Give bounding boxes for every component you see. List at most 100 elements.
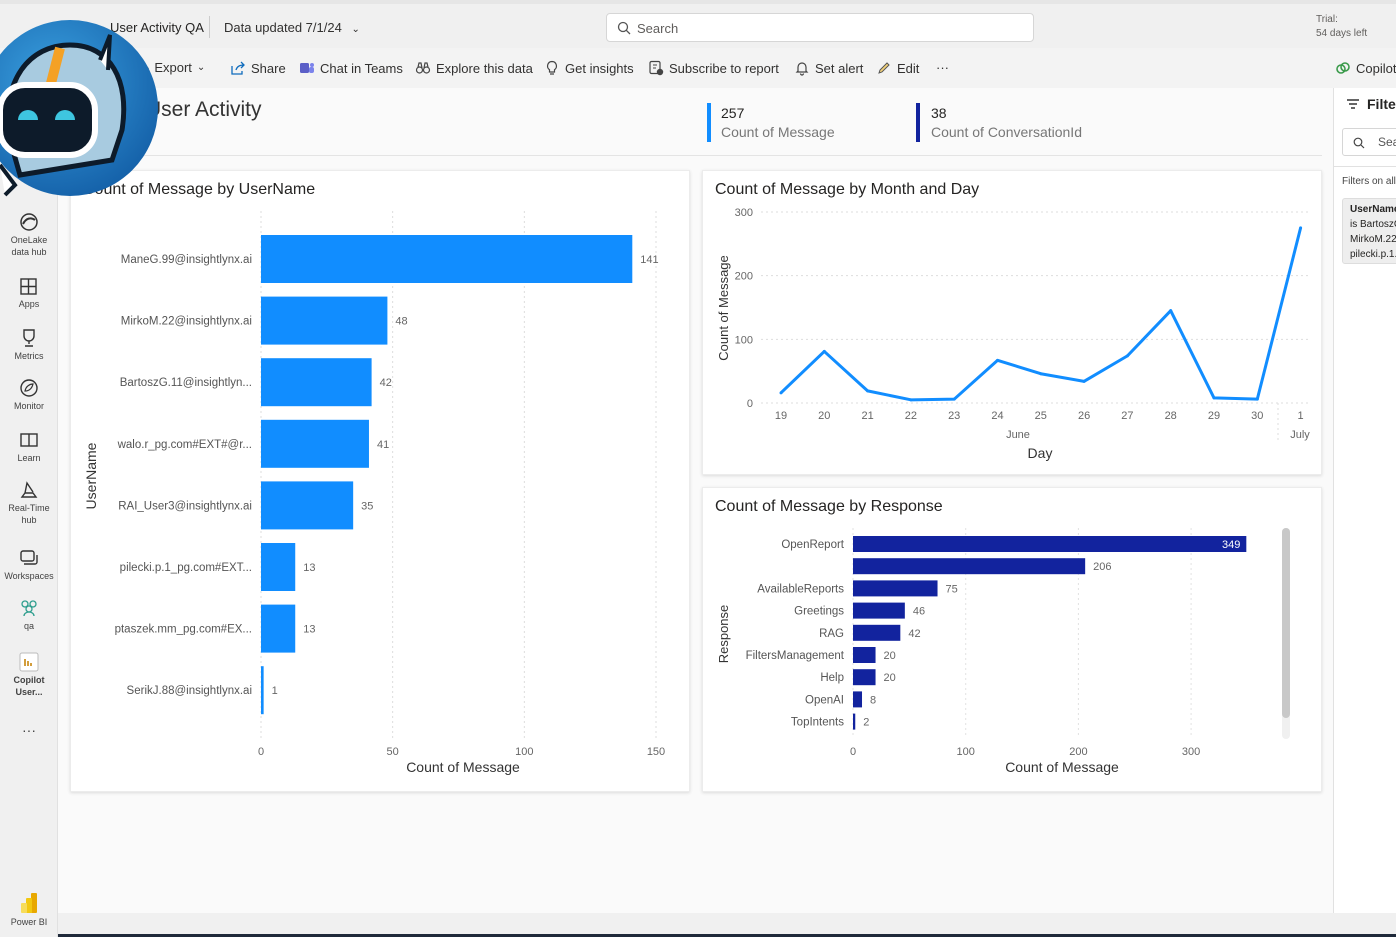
edit-button[interactable]: Edit bbox=[876, 60, 919, 76]
bar bbox=[853, 558, 1086, 575]
nav-label: Learn bbox=[17, 453, 41, 463]
data-label: 41 bbox=[377, 439, 389, 451]
share-icon bbox=[231, 61, 245, 75]
y-category-label: OpenReport bbox=[781, 539, 844, 551]
data-label: 42 bbox=[380, 377, 392, 389]
search-input[interactable]: Search bbox=[606, 13, 1034, 42]
chart-card-by-response[interactable]: Count of Message by Response 0 100 200 300 O… bbox=[702, 487, 1322, 792]
data-point bbox=[952, 397, 956, 401]
nav-onelake-data-hub[interactable]: OneLake data hub bbox=[0, 212, 58, 258]
chart-title: Count of Message by Month and Day bbox=[715, 181, 980, 198]
bar bbox=[853, 713, 856, 730]
nav-more-button[interactable]: ··· bbox=[0, 723, 58, 737]
nav-label: data hub bbox=[11, 247, 47, 257]
bar bbox=[853, 647, 876, 663]
chart-scrollbar-thumb[interactable] bbox=[1282, 528, 1290, 718]
nav-label: qa bbox=[23, 621, 34, 631]
filter-value: pilecki.p.1... bbox=[1350, 249, 1396, 260]
filters-section-label: Filters on all pages bbox=[1342, 176, 1396, 187]
data-updated-dropdown[interactable]: Data updated 7/1/24 ⌄ bbox=[224, 20, 360, 35]
book-icon bbox=[20, 433, 38, 447]
more-options-button[interactable]: ··· bbox=[936, 60, 949, 75]
data-point bbox=[909, 398, 913, 402]
bar bbox=[853, 691, 863, 708]
chart-scrollbar-track[interactable] bbox=[1282, 528, 1290, 739]
search-icon bbox=[1353, 137, 1365, 149]
x-tick-label: 27 bbox=[1121, 410, 1133, 422]
bar bbox=[853, 602, 905, 619]
edit-label: Edit bbox=[897, 60, 920, 76]
nav-qa-workspace[interactable]: qa bbox=[0, 598, 58, 632]
filter-card-username[interactable]: UserName is BartoszG.11... MirkoM.22... … bbox=[1342, 198, 1396, 264]
x-tick-label: 29 bbox=[1208, 410, 1220, 422]
chart-card-by-username[interactable]: Count of Message by UserName 0 50 100 150 Ma… bbox=[70, 170, 690, 792]
share-button[interactable]: Share bbox=[230, 60, 286, 76]
chart-card-by-day[interactable]: Count of Message by Month and Day 0 100 20… bbox=[702, 170, 1322, 475]
y-category-label: AvailableReports bbox=[757, 583, 844, 595]
insights-label: Get insights bbox=[565, 60, 634, 76]
nav-label: User... bbox=[15, 687, 43, 697]
nav-apps[interactable]: Apps bbox=[0, 276, 58, 310]
filter-value: is BartoszG.11... bbox=[1350, 219, 1396, 230]
chevron-down-icon: ⌄ bbox=[196, 62, 206, 73]
data-label: 13 bbox=[303, 562, 315, 574]
onelake-icon bbox=[20, 213, 38, 231]
y-category-label: Greetings bbox=[794, 606, 844, 618]
x-tick-label: 30 bbox=[1251, 410, 1263, 422]
x-tick-label: 28 bbox=[1165, 410, 1177, 422]
nav-learn[interactable]: Learn bbox=[0, 430, 58, 464]
bar bbox=[261, 604, 296, 653]
x-tick-label: 1 bbox=[1298, 410, 1304, 422]
y-axis-title: UserName bbox=[83, 442, 99, 509]
workspaces-icon bbox=[20, 550, 38, 565]
explore-data-button[interactable]: Explore this data bbox=[415, 60, 533, 76]
nav-metrics[interactable]: Metrics bbox=[0, 328, 58, 362]
data-point bbox=[1169, 309, 1173, 313]
copilot-label: Copilot bbox=[1356, 60, 1396, 76]
bar bbox=[261, 358, 372, 407]
chat-in-teams-label: Chat in Teams bbox=[320, 60, 403, 76]
nav-copilot-user-report[interactable]: Copilot User... bbox=[0, 652, 58, 698]
y-category-label: SerikJ.88@insightlynx.ai bbox=[127, 685, 252, 697]
bar bbox=[261, 543, 296, 591]
get-insights-button[interactable]: Get insights bbox=[544, 60, 634, 76]
nav-workspaces[interactable]: Workspaces bbox=[0, 548, 58, 582]
powerbi-home[interactable]: Power BI bbox=[0, 892, 58, 928]
filters-search-input[interactable]: Search bbox=[1342, 128, 1396, 156]
filters-search-placeholder: Search bbox=[1378, 135, 1396, 149]
subscribe-label: Subscribe to report bbox=[669, 60, 779, 76]
chat-in-teams-button[interactable]: Chat in Teams bbox=[299, 60, 403, 76]
nav-real-time-hub[interactable]: Real-Time hub bbox=[0, 480, 58, 526]
kpi-accent-bar bbox=[707, 103, 711, 142]
copilot-button[interactable]: Copilot bbox=[1335, 60, 1396, 76]
action-toolbar bbox=[0, 48, 1396, 88]
copilot-icon bbox=[1336, 62, 1350, 74]
presenter-avatar-logo bbox=[0, 20, 158, 197]
divider bbox=[209, 16, 210, 38]
month-label: July bbox=[1290, 429, 1310, 441]
search-placeholder: Search bbox=[637, 21, 679, 36]
nav-monitor[interactable]: Monitor bbox=[0, 378, 58, 412]
bar bbox=[853, 669, 876, 686]
y-axis-title: Response bbox=[716, 605, 731, 664]
set-alert-button[interactable]: Set alert bbox=[794, 60, 863, 76]
data-label: 349 bbox=[1222, 539, 1240, 551]
x-tick-label: 23 bbox=[948, 410, 960, 422]
nav-label: Apps bbox=[18, 299, 40, 309]
subscribe-button[interactable]: Subscribe to report bbox=[648, 60, 779, 76]
share-label: Share bbox=[251, 60, 286, 76]
data-point bbox=[779, 391, 783, 395]
y-tick-label: 0 bbox=[747, 398, 753, 410]
x-axis-title: Count of Message bbox=[1005, 759, 1119, 775]
chart-title: Count of Message by UserName bbox=[83, 181, 316, 198]
bar bbox=[853, 580, 938, 597]
y-category-label: TopIntents bbox=[791, 717, 844, 729]
x-tick-label: 21 bbox=[861, 410, 873, 422]
data-updated-label: Data updated 7/1/24 bbox=[224, 20, 342, 35]
data-label: 46 bbox=[913, 606, 925, 618]
y-category-label: walo.r_pg.com#EXT#@r... bbox=[117, 439, 252, 451]
nav-label: Real-Time bbox=[8, 503, 50, 513]
bar bbox=[261, 235, 633, 283]
data-label: 75 bbox=[946, 583, 958, 595]
